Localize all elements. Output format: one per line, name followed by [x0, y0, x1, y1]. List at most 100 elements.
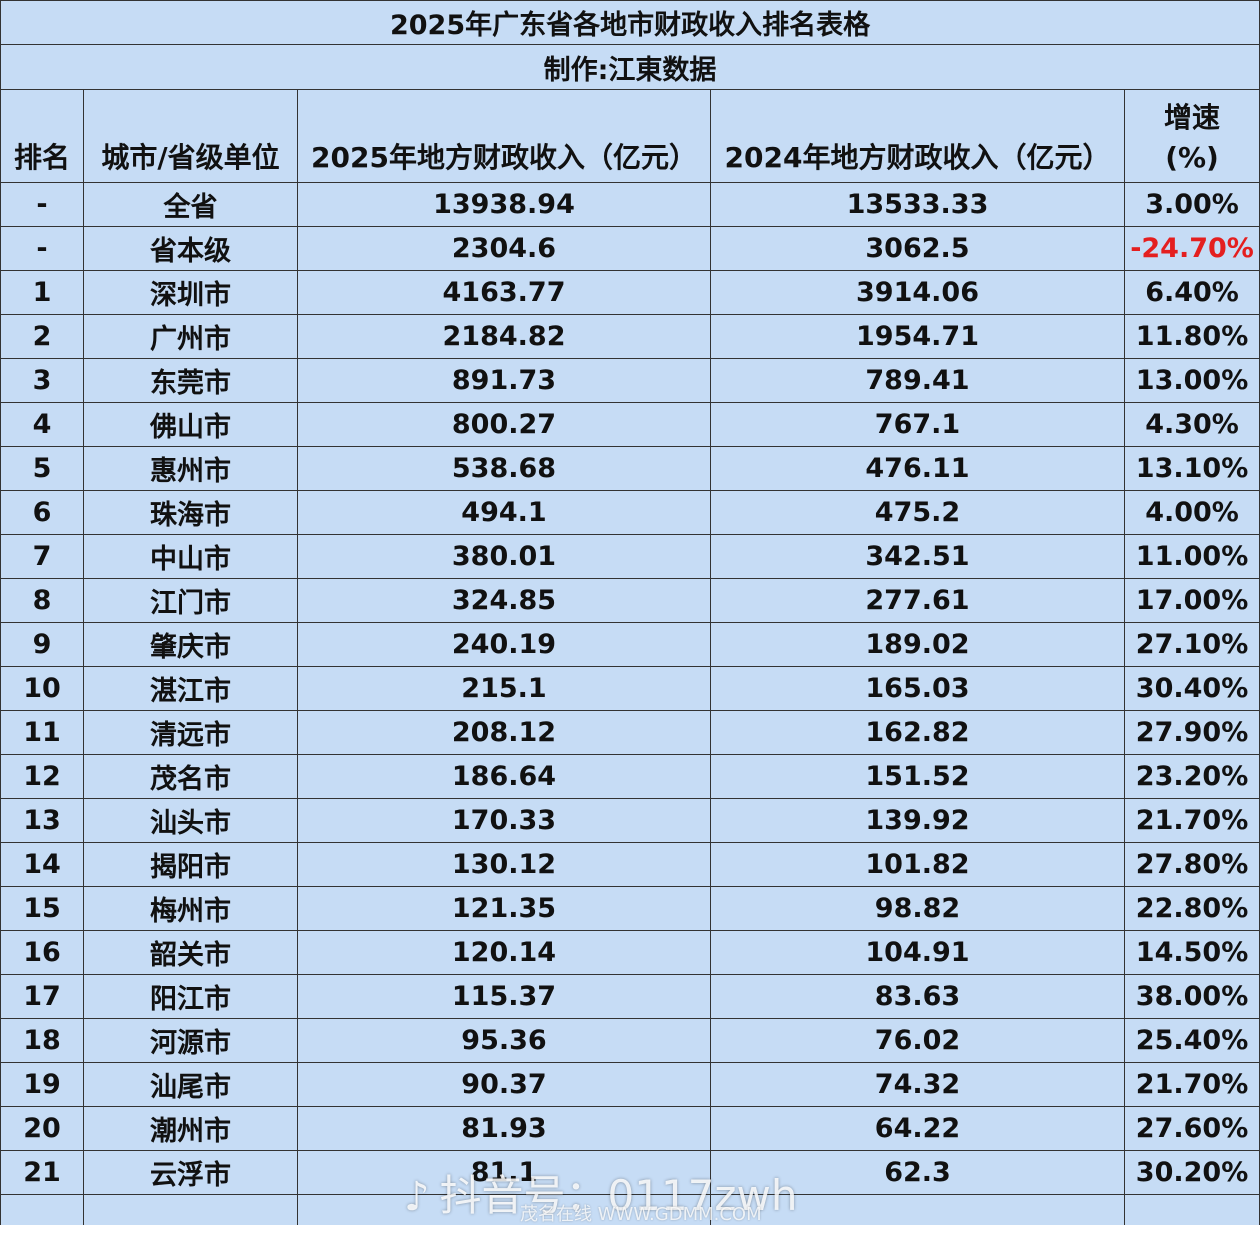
growth-cell: 14.50%	[1123, 930, 1260, 975]
rank-cell: -	[0, 182, 84, 227]
rank-cell: 20	[0, 1106, 84, 1151]
revenue-2024-cell: 162.82	[710, 710, 1125, 755]
growth-cell: 38.00%	[1123, 974, 1260, 1019]
revenue-2025-cell: 800.27	[297, 402, 711, 447]
header-city: 城市/省级单位	[83, 89, 298, 183]
revenue-2025-cell: 81.93	[297, 1106, 711, 1151]
growth-cell: 21.70%	[1123, 1062, 1260, 1107]
table-row: 14 揭阳市 130.12 101.82 27.80%	[0, 842, 1260, 887]
title-row: 2025年广东省各地市财政收入排名表格	[0, 0, 1260, 45]
city-cell: 茂名市	[83, 754, 298, 799]
table-row: 15 梅州市 121.35 98.82 22.80%	[0, 886, 1260, 931]
growth-cell: 21.70%	[1123, 798, 1260, 843]
city-cell: 汕尾市	[83, 1062, 298, 1107]
revenue-2024-cell: 64.22	[710, 1106, 1125, 1151]
growth-cell: 4.30%	[1123, 402, 1260, 447]
growth-cell: 27.90%	[1123, 710, 1260, 755]
rank-cell: 9	[0, 622, 84, 667]
spacer-cell	[710, 1194, 1125, 1225]
revenue-2025-cell: 95.36	[297, 1018, 711, 1063]
spacer-cell	[0, 1194, 84, 1225]
city-cell: 河源市	[83, 1018, 298, 1063]
revenue-2024-cell: 13533.33	[710, 182, 1125, 227]
header-row: 排名 城市/省级单位 2025年地方财政收入（亿元） 2024年地方财政收入（亿…	[0, 89, 1260, 183]
city-cell: 揭阳市	[83, 842, 298, 887]
city-cell: 深圳市	[83, 270, 298, 315]
maker-row: 制作:江東数据	[0, 44, 1260, 90]
growth-cell: 3.00%	[1123, 182, 1260, 227]
table-row: 6 珠海市 494.1 475.2 4.00%	[0, 490, 1260, 535]
spacer-cell	[297, 1194, 711, 1225]
revenue-2024-cell: 76.02	[710, 1018, 1125, 1063]
table-title: 2025年广东省各地市财政收入排名表格	[0, 0, 1260, 45]
rank-cell: 3	[0, 358, 84, 403]
revenue-2024-cell: 139.92	[710, 798, 1125, 843]
growth-cell: 6.40%	[1123, 270, 1260, 315]
header-revenue-2025: 2025年地方财政收入（亿元）	[297, 89, 711, 183]
city-cell: 广州市	[83, 314, 298, 359]
rank-cell: 6	[0, 490, 84, 535]
table-row: 16 韶关市 120.14 104.91 14.50%	[0, 930, 1260, 975]
header-growth-unit: (%)	[1165, 141, 1219, 174]
spacer-cell	[1123, 1194, 1260, 1225]
revenue-2025-cell: 2184.82	[297, 314, 711, 359]
revenue-2025-cell: 208.12	[297, 710, 711, 755]
city-cell: 东莞市	[83, 358, 298, 403]
revenue-2024-cell: 165.03	[710, 666, 1125, 711]
rank-cell: 10	[0, 666, 84, 711]
table-row: 20 潮州市 81.93 64.22 27.60%	[0, 1106, 1260, 1151]
growth-cell: 17.00%	[1123, 578, 1260, 623]
rank-cell: 1	[0, 270, 84, 315]
revenue-2024-cell: 3062.5	[710, 226, 1125, 271]
revenue-2025-cell: 324.85	[297, 578, 711, 623]
growth-cell: 13.00%	[1123, 358, 1260, 403]
revenue-2024-cell: 1954.71	[710, 314, 1125, 359]
table-row: 4 佛山市 800.27 767.1 4.30%	[0, 402, 1260, 447]
revenue-2024-cell: 342.51	[710, 534, 1125, 579]
revenue-2024-cell: 277.61	[710, 578, 1125, 623]
table-row: 10 湛江市 215.1 165.03 30.40%	[0, 666, 1260, 711]
city-cell: 潮州市	[83, 1106, 298, 1151]
revenue-2025-cell: 90.37	[297, 1062, 711, 1107]
revenue-2024-cell: 767.1	[710, 402, 1125, 447]
table-row: 1 深圳市 4163.77 3914.06 6.40%	[0, 270, 1260, 315]
city-cell: 中山市	[83, 534, 298, 579]
revenue-2025-cell: 891.73	[297, 358, 711, 403]
revenue-2025-cell: 170.33	[297, 798, 711, 843]
table-row: 11 清远市 208.12 162.82 27.90%	[0, 710, 1260, 755]
growth-cell: 11.00%	[1123, 534, 1260, 579]
table-row: 9 肇庆市 240.19 189.02 27.10%	[0, 622, 1260, 667]
spacer-cell	[83, 1194, 298, 1225]
table-row: 19 汕尾市 90.37 74.32 21.70%	[0, 1062, 1260, 1107]
rank-cell: 13	[0, 798, 84, 843]
table-row: - 全省 13938.94 13533.33 3.00%	[0, 182, 1260, 227]
table-row: 3 东莞市 891.73 789.41 13.00%	[0, 358, 1260, 403]
growth-cell: 30.40%	[1123, 666, 1260, 711]
revenue-2024-cell: 189.02	[710, 622, 1125, 667]
revenue-2025-cell: 130.12	[297, 842, 711, 887]
growth-cell: 25.40%	[1123, 1018, 1260, 1063]
table-row: - 省本级 2304.6 3062.5 -24.70%	[0, 226, 1260, 271]
growth-cell: 30.20%	[1123, 1150, 1260, 1195]
table-row: 2 广州市 2184.82 1954.71 11.80%	[0, 314, 1260, 359]
revenue-2025-cell: 186.64	[297, 754, 711, 799]
table-row: 13 汕头市 170.33 139.92 21.70%	[0, 798, 1260, 843]
city-cell: 江门市	[83, 578, 298, 623]
rank-cell: 14	[0, 842, 84, 887]
revenue-2025-cell: 4163.77	[297, 270, 711, 315]
table-row: 17 阳江市 115.37 83.63 38.00%	[0, 974, 1260, 1019]
revenue-2025-cell: 81.1	[297, 1150, 711, 1195]
table-footer-spacer	[0, 1194, 1260, 1225]
city-cell: 全省	[83, 182, 298, 227]
revenue-2024-cell: 151.52	[710, 754, 1125, 799]
growth-cell: 27.80%	[1123, 842, 1260, 887]
rank-cell: 2	[0, 314, 84, 359]
revenue-2025-cell: 13938.94	[297, 182, 711, 227]
revenue-2025-cell: 215.1	[297, 666, 711, 711]
rank-cell: 12	[0, 754, 84, 799]
revenue-2025-cell: 380.01	[297, 534, 711, 579]
city-cell: 清远市	[83, 710, 298, 755]
revenue-2025-cell: 494.1	[297, 490, 711, 535]
